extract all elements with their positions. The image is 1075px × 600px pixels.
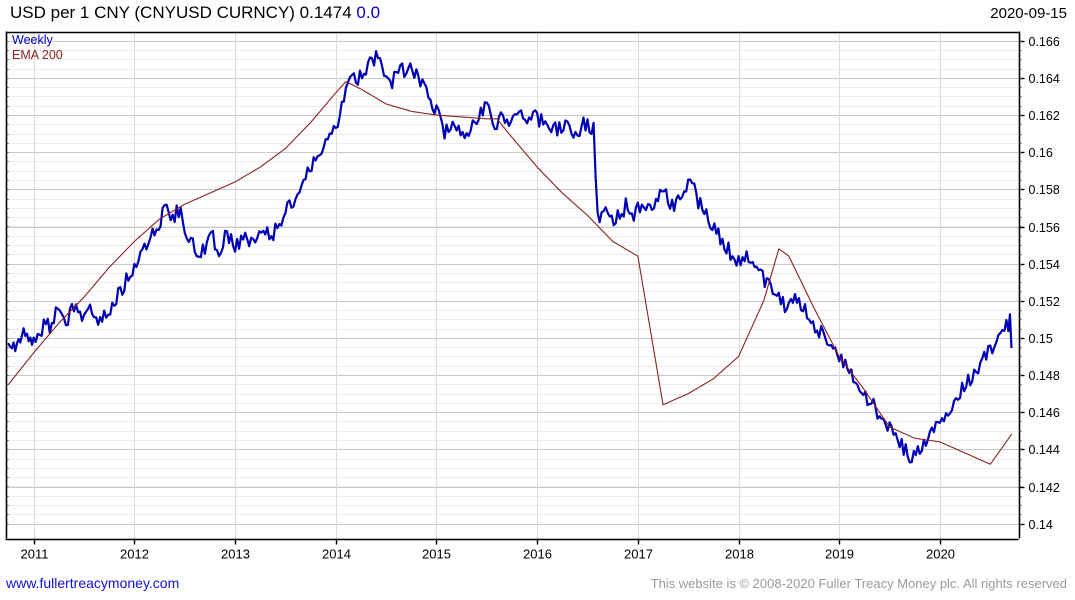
x-tick-label: 2019 <box>825 547 854 562</box>
x-tick-label: 2018 <box>725 547 754 562</box>
y-tick-label: 0.148 <box>1029 369 1060 383</box>
y-tick-label: 0.15 <box>1029 332 1053 346</box>
legend-item-weekly: Weekly <box>12 33 53 47</box>
y-tick-label: 0.152 <box>1029 295 1060 309</box>
title-text: USD per 1 CNY (CNYUSD CURNCY) 0.1474 <box>10 3 352 22</box>
y-tick-label: 0.162 <box>1029 109 1060 123</box>
x-tick-label: 2014 <box>322 547 351 562</box>
as-of-date: 2020-09-15 <box>990 5 1067 22</box>
y-tick-label: 0.14 <box>1029 518 1053 532</box>
title-change: 0.0 <box>356 3 381 22</box>
site-url[interactable]: www.fullertreacymoney.com <box>6 575 180 591</box>
x-axis: 2011 2012 2013 2014 2015 2016 2017 2018 2019 2020 <box>21 538 955 562</box>
y-tick-label: 0.142 <box>1029 481 1060 495</box>
ema200-line <box>7 81 1012 465</box>
y-tick-label: 0.166 <box>1029 35 1060 49</box>
y-tick-label: 0.156 <box>1029 221 1060 235</box>
copyright-notice: This website is © 2008-2020 Fuller Treac… <box>650 576 1067 591</box>
legend-item-ema200: EMA 200 <box>12 48 63 62</box>
y-axis: 0.166 0.164 0.162 0.16 0.158 0.156 0.154 0.152 0… <box>5 35 1060 532</box>
page-title: USD per 1 CNY (CNYUSD CURNCY) 0.1474 0.0 <box>10 3 380 23</box>
x-tick-label: 2017 <box>624 547 653 562</box>
chart-legend: Weekly EMA 200 <box>12 33 63 63</box>
y-tick-label: 0.144 <box>1029 443 1060 457</box>
x-tick-label: 2013 <box>221 547 250 562</box>
y-tick-label: 0.146 <box>1029 406 1060 420</box>
chart-header: USD per 1 CNY (CNYUSD CURNCY) 0.1474 0.0… <box>0 0 1075 28</box>
y-tick-label: 0.154 <box>1029 258 1060 272</box>
x-tick-label: 2011 <box>21 547 49 562</box>
y-tick-label: 0.164 <box>1029 72 1060 86</box>
y-tick-label: 0.16 <box>1029 146 1053 160</box>
x-tick-label: 2020 <box>926 547 955 562</box>
x-tick-label: 2016 <box>523 547 552 562</box>
x-tick-label: 2015 <box>422 547 451 562</box>
x-tick-label: 2012 <box>120 547 149 562</box>
y-tick-label: 0.158 <box>1029 183 1060 197</box>
plot-background <box>5 31 1019 539</box>
